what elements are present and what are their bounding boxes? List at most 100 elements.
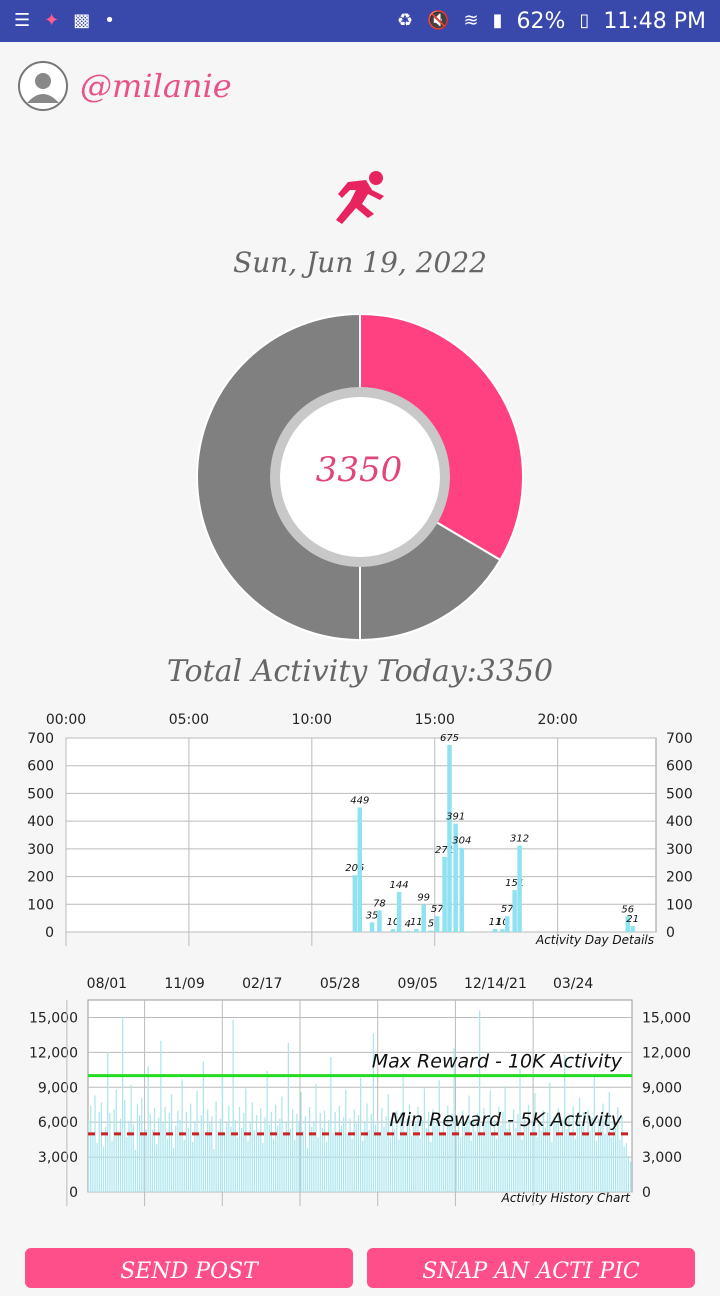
x-tick-label: 05/28 — [320, 976, 360, 992]
send-post-button[interactable]: SEND POST — [25, 1248, 353, 1288]
bar — [338, 1105, 341, 1192]
bar — [134, 1150, 137, 1192]
bar-data-label: 57 — [501, 904, 514, 915]
bar — [183, 1139, 185, 1192]
bar — [593, 1076, 596, 1192]
y-tick-label-right: 9,000 — [642, 1080, 682, 1096]
bar — [170, 1094, 173, 1192]
bar — [385, 1116, 387, 1192]
bar — [241, 1128, 243, 1192]
bar — [396, 892, 402, 932]
bar — [300, 1091, 302, 1192]
bar — [283, 1134, 285, 1192]
bar — [211, 1116, 213, 1192]
bar — [608, 1091, 610, 1192]
bar — [513, 1109, 515, 1192]
bar-data-label: 151 — [505, 878, 524, 889]
bar — [219, 1118, 222, 1192]
bar — [629, 1161, 632, 1192]
y-tick-label-right: 12,000 — [642, 1045, 691, 1061]
bar — [345, 1089, 347, 1192]
bar — [442, 1122, 445, 1192]
bar — [400, 1112, 402, 1192]
activity-icon: ▩ — [73, 10, 91, 31]
bar — [485, 1123, 487, 1192]
bar — [207, 1109, 209, 1192]
dot-icon: • — [104, 10, 115, 31]
bar — [587, 1109, 589, 1192]
bar — [430, 1141, 432, 1192]
bar — [615, 1128, 617, 1192]
date-label: Sun, Jun 19, 2022 — [233, 246, 487, 279]
bar — [234, 1119, 236, 1192]
bar — [366, 1103, 368, 1192]
bar — [617, 1107, 619, 1192]
bar — [470, 1140, 472, 1192]
bar-data-label: 10 — [496, 917, 509, 928]
x-tick-label: 00:00 — [46, 712, 86, 728]
bar — [349, 1118, 351, 1192]
bar — [468, 1095, 470, 1192]
bar — [213, 1148, 215, 1192]
bar — [285, 1122, 287, 1192]
bar — [581, 1125, 583, 1192]
y-tick-label: 500 — [27, 786, 54, 802]
bar — [96, 1143, 98, 1192]
y-tick-label: 12,000 — [29, 1045, 78, 1061]
bar — [272, 1138, 275, 1192]
signal-icon: ▮ — [492, 10, 503, 31]
bar — [351, 1138, 353, 1192]
bar — [279, 1118, 281, 1192]
bar — [362, 1140, 364, 1192]
bar — [379, 1134, 381, 1192]
y-tick-label-right: 3,000 — [642, 1150, 682, 1166]
y-tick-label-right: 0 — [642, 1185, 651, 1201]
bar — [215, 1101, 217, 1192]
bar — [492, 928, 498, 932]
bar — [457, 1121, 460, 1192]
bar — [521, 1139, 523, 1192]
bar — [455, 1130, 457, 1192]
y-tick-label-right: 600 — [666, 759, 693, 775]
battery-percent: 62% — [516, 8, 566, 34]
bar — [166, 1138, 168, 1192]
bar — [391, 1121, 394, 1192]
bar — [591, 1117, 593, 1192]
bar-data-label: 205 — [345, 863, 364, 874]
bar — [319, 1112, 321, 1192]
bar — [476, 1112, 479, 1192]
bar — [105, 1126, 107, 1192]
bar — [413, 1115, 415, 1192]
bar — [387, 1094, 389, 1192]
battery-saver-icon: ♻ — [396, 10, 414, 31]
username[interactable]: @milanie — [80, 67, 232, 105]
bar — [245, 1088, 247, 1192]
bar — [542, 1110, 545, 1192]
bar — [538, 1121, 540, 1192]
battery-icon: ▯ — [579, 10, 590, 31]
bar — [323, 1110, 326, 1192]
bar — [175, 1125, 177, 1192]
bar — [396, 1110, 398, 1192]
bar — [340, 1125, 343, 1192]
y-tick-label-right: 500 — [666, 786, 693, 802]
snap-pic-button[interactable]: SNAP AN ACTI PIC — [367, 1248, 695, 1288]
bar — [128, 1121, 130, 1192]
bar — [332, 1132, 334, 1192]
bar — [298, 1123, 300, 1192]
bar — [602, 1103, 604, 1192]
bar — [585, 1134, 587, 1192]
bar — [304, 1116, 307, 1192]
bar-data-label: 35 — [366, 910, 379, 921]
bar — [347, 1133, 349, 1192]
bar — [561, 1119, 564, 1192]
bar — [357, 807, 363, 932]
bar — [251, 1102, 253, 1192]
bar — [442, 856, 447, 932]
x-tick-label: 12/14/21 — [464, 976, 527, 992]
avatar[interactable] — [18, 61, 68, 111]
bar — [364, 1122, 366, 1192]
bar — [141, 1097, 143, 1192]
bar — [328, 1119, 330, 1192]
bar — [158, 1117, 160, 1192]
